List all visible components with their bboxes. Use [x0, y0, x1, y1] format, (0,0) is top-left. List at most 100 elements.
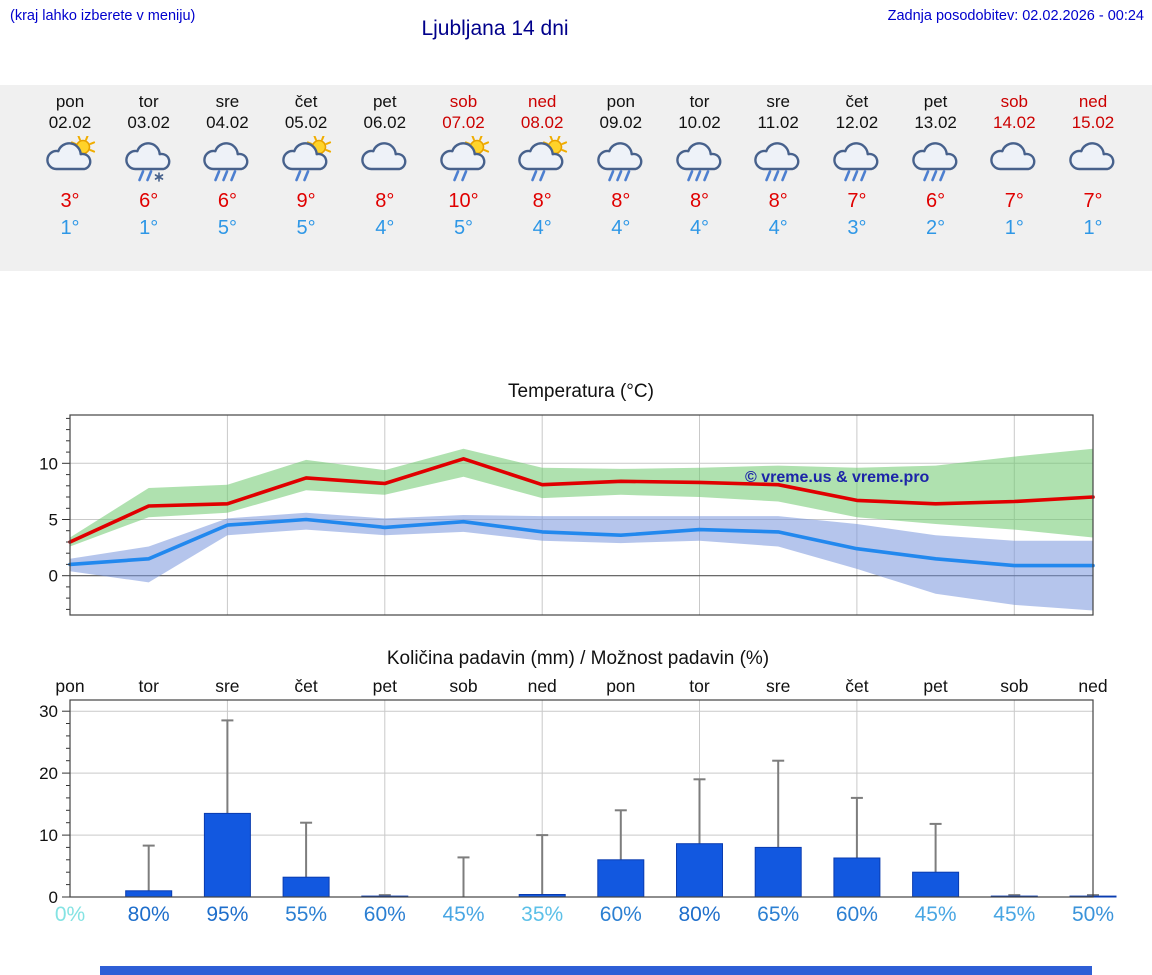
- precip-day-label: sre: [215, 676, 240, 696]
- day-low-temp: 3°: [847, 217, 867, 239]
- day-low-temp: 1°: [1004, 217, 1024, 239]
- raindrop-icon: [137, 170, 144, 182]
- day-name: pet: [923, 92, 948, 111]
- forecast-day-column[interactable]: čet 12.02 7° 3°: [817, 91, 896, 241]
- band-min-temp-range: [70, 512, 1093, 611]
- temperature-chart-title: Temperatura (°C): [508, 381, 654, 402]
- day-icon-wrap: [345, 136, 424, 186]
- cloud-icon: [911, 142, 957, 171]
- raindrop-icon: [938, 170, 945, 182]
- day-icon-wrap: [896, 136, 975, 186]
- day-high-temp: 8°: [532, 190, 552, 212]
- precip-bar: [676, 843, 723, 898]
- weather-icon-sun-rain: [282, 134, 332, 182]
- raindrop-icon: [781, 170, 788, 182]
- cloud-icon: [1069, 142, 1115, 171]
- day-name: ned: [528, 92, 557, 111]
- cloud-icon: [754, 142, 800, 171]
- precip-day-label: tor: [138, 676, 159, 696]
- day-date: 02.02: [48, 113, 92, 132]
- day-icon-wrap: [267, 134, 346, 186]
- y-tick-label: 5: [49, 511, 58, 530]
- weather-icon-rain: [754, 142, 800, 182]
- day-high-temp: 6°: [217, 190, 237, 212]
- day-name: čet: [845, 92, 869, 111]
- day-high-temp: 9°: [296, 190, 316, 212]
- day-high-temp: 8°: [768, 190, 788, 212]
- day-low-temp: 5°: [296, 217, 316, 239]
- precip-probability: 80%: [678, 903, 721, 926]
- day-date: 14.02: [993, 113, 1036, 132]
- raindrop-icon: [694, 170, 701, 182]
- raindrop-icon: [607, 170, 615, 182]
- cloud-icon: [439, 142, 485, 171]
- cloud-icon: [203, 142, 249, 171]
- forecast-day-column[interactable]: pon 09.02 8° 4°: [581, 91, 660, 241]
- day-name: pon: [606, 92, 635, 111]
- forecast-day-column[interactable]: čet 05.02 9° 5°: [267, 91, 346, 241]
- precip-probability: 55%: [285, 903, 328, 926]
- precip-day-label: tor: [689, 676, 710, 696]
- forecast-day-column[interactable]: pet 13.02 6° 2°: [896, 91, 975, 241]
- day-name: sre: [215, 92, 240, 111]
- day-date: 15.02: [1071, 113, 1115, 132]
- cloud-icon: [518, 142, 564, 171]
- forecast-day-column[interactable]: pet 06.02 8° 4°: [345, 91, 424, 241]
- weather-icon-rain: [911, 142, 957, 182]
- precip-probability: 60%: [599, 903, 642, 926]
- weather-icon-cloudy: [1069, 142, 1115, 171]
- precip-probability: 45%: [914, 903, 957, 926]
- precip-probability: 65%: [757, 903, 800, 926]
- forecast-day-column[interactable]: tor 03.02 6° 1°: [109, 91, 188, 241]
- day-name: tor: [689, 92, 710, 111]
- day-date: 11.02: [757, 113, 799, 132]
- day-date: 10.02: [678, 113, 721, 132]
- raindrop-icon: [539, 170, 546, 182]
- precip-probability: 45%: [993, 903, 1036, 926]
- day-low-temp: 4°: [768, 217, 788, 239]
- day-icon-wrap: [1054, 136, 1133, 186]
- raindrop-icon: [686, 170, 693, 182]
- weather-icon-cloudy: [361, 142, 407, 171]
- y-tick-label: 10: [39, 454, 58, 473]
- precip-day-label: ned: [1078, 676, 1108, 696]
- weather-icon-cloudy: [990, 142, 1036, 171]
- day-low-temp: 4°: [532, 217, 552, 239]
- day-date: 06.02: [363, 113, 407, 132]
- day-high-temp: 7°: [1004, 190, 1024, 212]
- day-date: 03.02: [127, 113, 170, 132]
- weather-icon-partly-sunny: [46, 134, 96, 171]
- cloud-icon: [597, 142, 643, 171]
- precipitation-chart: 0 10 20 30: [39, 699, 1117, 907]
- precip-bar: [754, 846, 802, 898]
- day-icon-wrap: [503, 134, 582, 186]
- forecast-day-column[interactable]: sre 04.02 6° 5°: [188, 91, 267, 241]
- day-date: 07.02: [442, 113, 485, 132]
- forecast-day-column[interactable]: ned 08.02 8° 4°: [503, 91, 582, 241]
- forecast-day-column[interactable]: tor 10.02 8° 4°: [660, 91, 739, 241]
- forecast-day-column[interactable]: pon 02.02 3° 1°: [31, 91, 110, 241]
- forecast-day-column[interactable]: sob 07.02 10° 5°: [424, 91, 503, 241]
- raindrop-icon: [623, 170, 631, 182]
- day-icon-wrap: [817, 136, 896, 186]
- forecast-day-column[interactable]: ned 15.02 7° 1°: [1054, 91, 1133, 241]
- forecast-day-column[interactable]: sre 11.02 8° 4°: [739, 91, 818, 241]
- forecast-day-column[interactable]: sob 14.02 7° 1°: [975, 91, 1054, 241]
- precip-bar: [203, 812, 251, 898]
- day-low-temp: 4°: [689, 217, 710, 239]
- day-icon-wrap: [31, 134, 110, 186]
- precip-day-label: čet: [294, 676, 318, 696]
- precip-probability: 35%: [521, 903, 564, 926]
- precip-probability: 60%: [363, 903, 406, 926]
- day-high-temp: 8°: [689, 190, 710, 212]
- day-icon-wrap: [109, 136, 188, 186]
- day-high-temp: 7°: [1083, 190, 1103, 212]
- precip-day-label: pon: [55, 676, 85, 696]
- day-low-temp: 1°: [1083, 217, 1103, 239]
- precip-probability: 80%: [127, 903, 170, 926]
- y-tick-label: 20: [39, 764, 58, 783]
- raindrop-icon: [214, 170, 221, 182]
- day-date: 12.02: [835, 113, 879, 132]
- precip-day-label: pon: [606, 676, 636, 696]
- raindrop-icon: [303, 170, 310, 182]
